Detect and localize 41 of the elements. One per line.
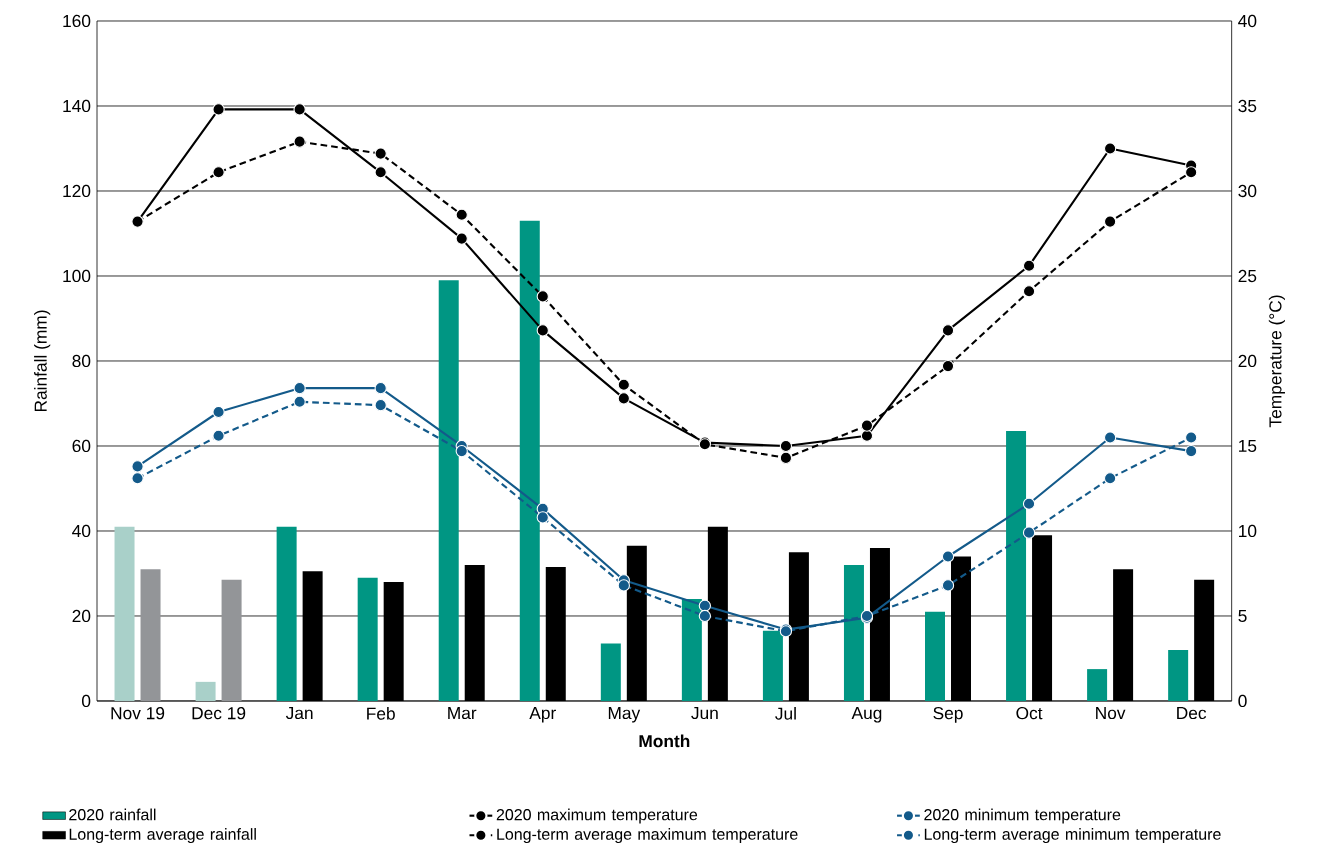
y2-tick-label: 35 [1238, 99, 1257, 113]
x-tick-label: Jul [775, 707, 796, 720]
x-tick-label: Sep [933, 707, 963, 723]
y-tick-label: 0 [82, 694, 91, 708]
y-tick-label: 140 [63, 99, 91, 113]
x-tick-label: Feb [367, 707, 395, 720]
y2-tick-label: 40 [1238, 14, 1257, 28]
legend-label: 2020 rainfall [69, 808, 156, 821]
x-tick-label: Jun [691, 707, 718, 720]
x-tick-label: Aug [851, 707, 882, 723]
y2-tick-label: 25 [1238, 269, 1257, 283]
y-axis-title: Rainfall (mm) [34, 310, 51, 412]
legend-label: 2020 minimum temperature [924, 808, 1121, 824]
x-tick-label: Apr [529, 707, 556, 723]
legend-label: Long-term average rainfall [69, 828, 256, 844]
y-tick-label: 20 [72, 609, 91, 623]
x-tick-label: Dec [1177, 707, 1207, 720]
x-tick-label: May [608, 707, 641, 723]
y-tick-label: 120 [63, 184, 91, 198]
x-tick-label: Dec 19 [192, 707, 246, 720]
legend-label: 2020 maximum temperature [496, 808, 698, 824]
y2-tick-label: 0 [1238, 694, 1247, 708]
x-tick-label: Nov 19 [111, 707, 165, 720]
x-tick-label: Jan [285, 707, 313, 720]
y-tick-label: 100 [63, 269, 91, 283]
y2-tick-label: 10 [1239, 524, 1257, 538]
y2-axis-title: Temperature (°C) [1268, 295, 1285, 428]
y2-tick-label: 20 [1238, 354, 1257, 368]
y2-tick-label: 5 [1238, 609, 1247, 623]
y-tick-label: 80 [72, 354, 91, 368]
y-tick-label: 160 [63, 14, 91, 28]
x-tick-label: Nov [1096, 707, 1126, 720]
y-tick-label: 40 [72, 524, 91, 538]
x-tick-label: Mar [448, 707, 477, 720]
y-tick-label: 60 [72, 439, 91, 453]
x-axis-title: Month [639, 734, 690, 748]
legend-label: Long-term average maximum temperature [497, 828, 798, 844]
y2-tick-label: 30 [1238, 184, 1257, 198]
x-tick-label: Oct [1016, 707, 1043, 720]
legend-label: Long-term average minimum temperature [924, 828, 1221, 844]
y2-tick-label: 15 [1239, 439, 1257, 453]
